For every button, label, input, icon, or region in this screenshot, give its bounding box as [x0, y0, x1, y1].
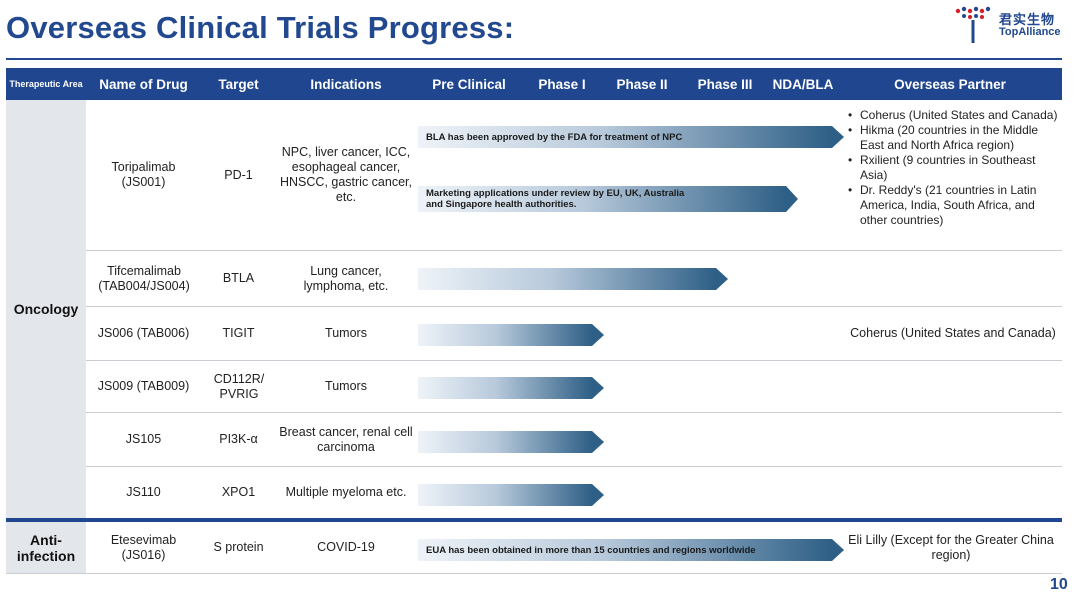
therapeutic-area-oncology: Oncology [6, 100, 86, 518]
progress-arrow-bla-approved: BLA has been approved by the FDA for tre… [418, 126, 844, 148]
drug-indications: COVID-19 [317, 540, 375, 554]
drug-target: S protein [213, 540, 264, 554]
drug-name: JS006 (TAB006) [97, 326, 190, 340]
pipeline-table-body: Oncology Anti-infection Toripalimab (JS0… [6, 100, 1062, 574]
overseas-partner: Eli Lilly (Except for the Greater China … [848, 532, 1054, 562]
progress-arrow [418, 324, 604, 346]
progress-arrow [418, 377, 604, 399]
row-divider [86, 306, 1062, 307]
drug-indications: NPC, liver cancer, ICC, esophageal cance… [280, 145, 412, 204]
row-divider [86, 360, 1062, 361]
page-title: Overseas Clinical Trials Progress: [6, 10, 515, 45]
drug-target: PI3K-α [219, 432, 258, 446]
drug-name: JS110 [126, 485, 161, 499]
drug-target: CD112R/ PVRIG [213, 371, 265, 401]
partner-item: Hikma (20 countries in the Middle East a… [846, 123, 1060, 153]
header-name-of-drug: Name of Drug [99, 76, 188, 92]
therapeutic-area-anti-infection: Anti-infection [6, 522, 86, 574]
drug-target: PD-1 [224, 167, 253, 182]
section-divider [6, 518, 1062, 522]
header-nda-bla: NDA/BLA [772, 76, 834, 92]
drug-name: JS009 (TAB009) [97, 379, 190, 393]
progress-arrow-label: EUA has been obtained in more than 15 co… [426, 544, 756, 556]
progress-arrow-label: BLA has been approved by the FDA for tre… [426, 131, 683, 143]
drug-target: BTLA [222, 271, 255, 285]
header-target: Target [218, 76, 259, 92]
progress-arrow [418, 431, 604, 453]
partner-item: Rxilient (9 countries in Southeast Asia) [846, 153, 1060, 183]
drug-indications: Multiple myeloma etc. [285, 485, 407, 499]
header-phase-1: Phase I [538, 76, 586, 92]
table-bottom-rule [6, 573, 1062, 574]
drug-indications: Tumors [325, 379, 367, 393]
table-header: Therapeutic Area Name of Drug Target Ind… [6, 68, 1062, 100]
row-divider [86, 466, 1062, 467]
header-overseas-partner: Overseas Partner [894, 76, 1006, 92]
drug-target: TIGIT [222, 326, 255, 340]
title-divider [6, 58, 1062, 60]
header-therapeutic-area: Therapeutic Area [9, 79, 83, 89]
header-indications: Indications [310, 76, 382, 92]
logo-english-name: TopAlliance [999, 26, 1061, 38]
page-number: 10 [1050, 576, 1068, 593]
company-logo: 君实生物 TopAlliance [952, 3, 1070, 47]
row-divider [86, 412, 1062, 413]
drug-indications: Tumors [325, 326, 367, 340]
partner-item: Dr. Reddy's (21 countries in Latin Ameri… [846, 183, 1060, 228]
progress-arrow-label: Marketing applications under review by E… [426, 188, 685, 210]
partner-item: Coherus (United States and Canada) [846, 108, 1060, 123]
progress-arrow-marketing-review: Marketing applications under review by E… [418, 186, 798, 212]
drug-target: XPO1 [221, 485, 256, 499]
progress-arrow [418, 484, 604, 506]
drug-indications: Lung cancer, lymphoma, etc. [303, 263, 389, 293]
logo-chinese-name: 君实生物 [999, 13, 1056, 28]
drug-name: JS105 [125, 432, 162, 446]
header-phase-2: Phase II [616, 76, 668, 92]
overseas-partner-list: Coherus (United States and Canada) Hikma… [846, 108, 1060, 228]
overseas-partner: Coherus (United States and Canada) [850, 326, 1056, 340]
drug-name: Tifcemalimab (TAB004/JS004) [98, 263, 190, 293]
header-pre-clinical: Pre Clinical [432, 76, 506, 92]
drug-name: Etesevimab (JS016) [110, 532, 177, 562]
drug-name: Toripalimab (JS001) [111, 160, 176, 189]
row-divider [86, 250, 1062, 251]
topalliance-logo-icon [955, 6, 991, 43]
header-phase-3: Phase III [697, 76, 753, 92]
progress-arrow-eua-obtained: EUA has been obtained in more than 15 co… [418, 539, 844, 561]
drug-indications: Breast cancer, renal cell carcinoma [279, 424, 413, 454]
progress-arrow [418, 268, 728, 290]
